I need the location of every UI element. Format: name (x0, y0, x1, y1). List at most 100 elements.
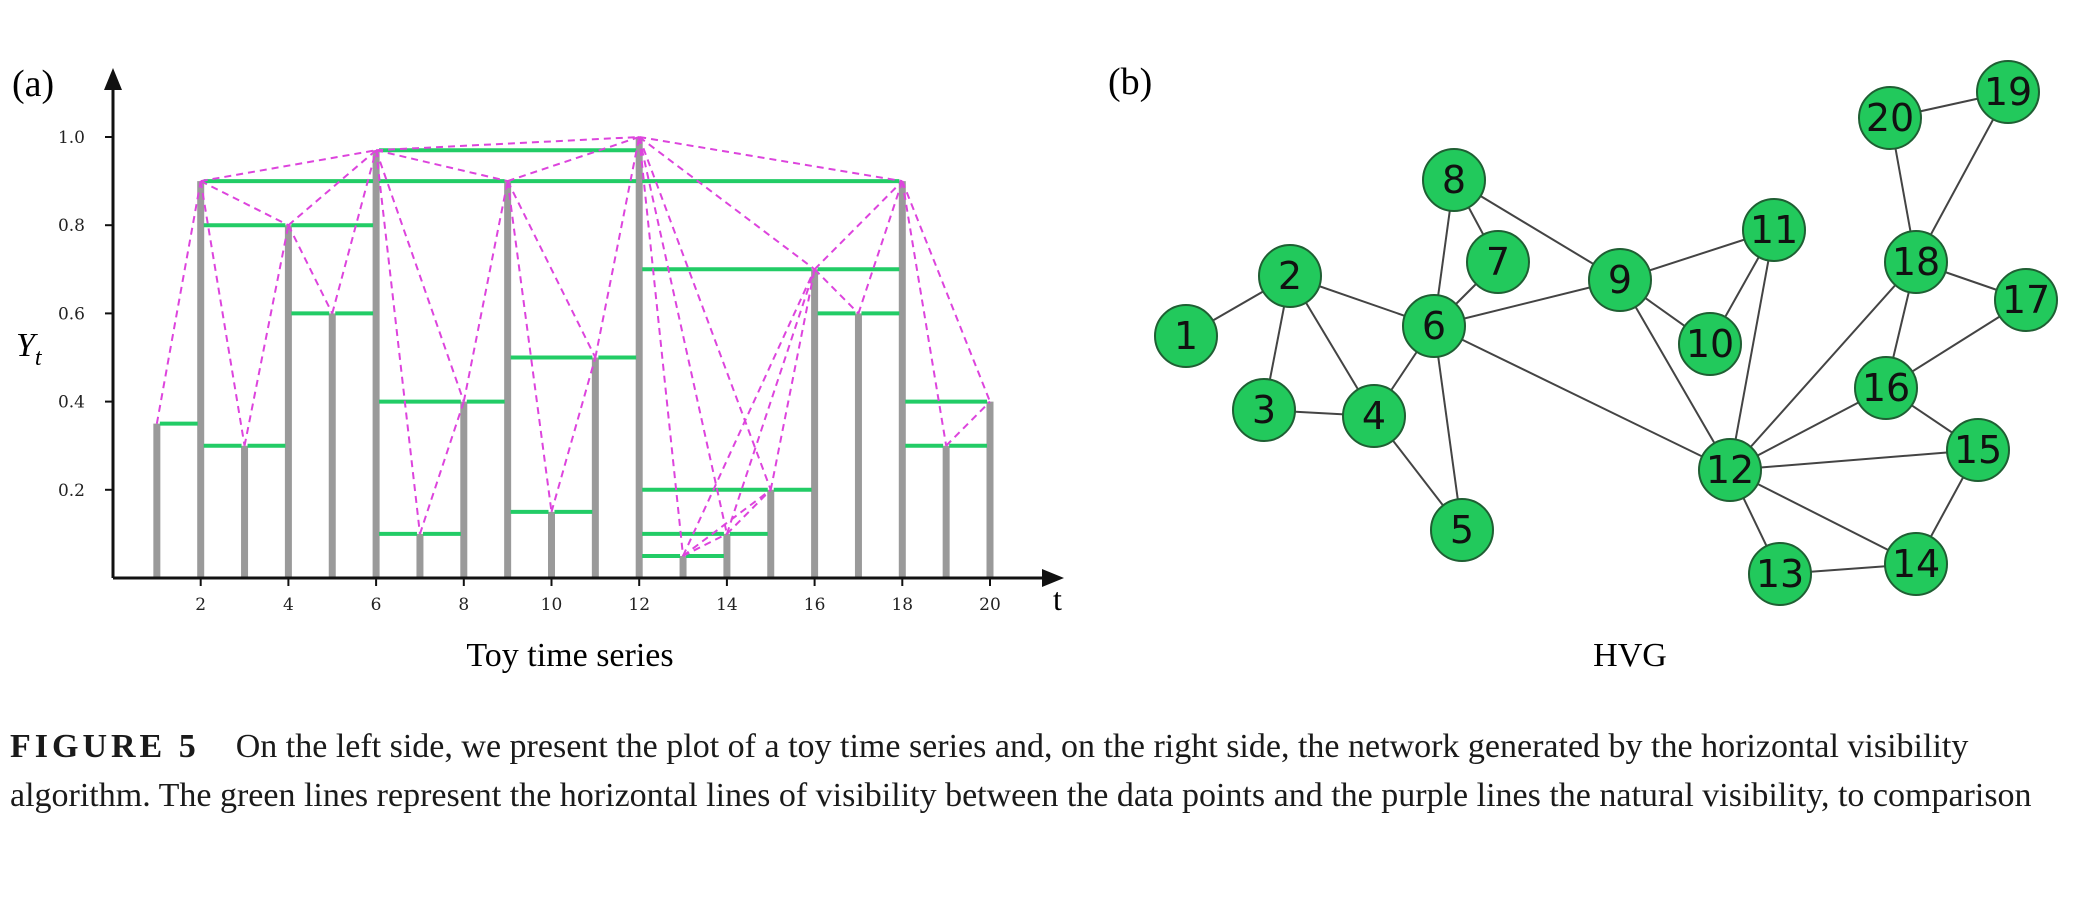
node-circle (1258, 244, 1322, 308)
network-edge-11-12 (1729, 229, 1775, 471)
nvg-line-9-10 (506, 180, 553, 512)
node-label: 17 (2002, 278, 2050, 322)
network-edge-12-14 (1729, 469, 1917, 565)
network-node-8: 8 (1422, 148, 1486, 212)
nvg-line-17-18 (857, 180, 904, 314)
y-axis-label: Yt (16, 327, 43, 371)
network-node-1: 1 (1154, 304, 1218, 368)
network-node-4: 4 (1342, 384, 1406, 448)
nvg-line-16-17 (813, 268, 860, 315)
nvg-line-6-12 (376, 136, 640, 152)
panel-a-caption: Toy time series (466, 637, 673, 674)
nvg-line-12-13 (638, 136, 685, 557)
network-node-18: 18 (1884, 230, 1948, 294)
nvg-line-15-16 (769, 269, 816, 490)
network-node-7: 7 (1466, 230, 1530, 294)
y-tick-label: 0.4 (58, 393, 85, 413)
node-label: 19 (1984, 70, 2032, 114)
node-circle (1742, 198, 1806, 262)
nvg-line-12-16 (638, 136, 816, 271)
x-tick-label: 4 (283, 595, 294, 615)
figure-5: (a) 2 4 6 8 10 12 14 16 18 200.20.40.60.81.0 t Yt… (12, 60, 2058, 674)
x-tick-label: 10 (541, 595, 563, 615)
node-circle (1698, 438, 1762, 502)
node-circle (1232, 378, 1296, 442)
nvg-line-18-19 (901, 180, 948, 446)
network-node-15: 15 (1946, 418, 2010, 482)
nvg-line-13-16 (682, 268, 816, 557)
network-node-2: 2 (1258, 244, 1322, 308)
node-circle (1994, 268, 2058, 332)
x-axis-label: t (1053, 581, 1062, 617)
node-label: 2 (1278, 254, 1302, 298)
y-tick-label: 1.0 (58, 128, 85, 148)
node-label: 1 (1174, 314, 1198, 358)
network-edge-12-15 (1729, 449, 1979, 471)
x-tick-label: 18 (891, 595, 913, 615)
nvg-line-12-18 (639, 136, 903, 183)
network-node-13: 13 (1748, 542, 1812, 606)
network-edge-5-6 (1433, 325, 1463, 531)
node-label: 3 (1252, 388, 1276, 432)
nvg-line-14-16 (725, 268, 816, 535)
node-circle (1588, 248, 1652, 312)
network-node-19: 19 (1976, 60, 2040, 124)
node-label: 12 (1706, 448, 1754, 492)
panel-b-caption: HVG (1593, 637, 1667, 674)
network-edge-6-12 (1433, 325, 1731, 471)
nvg-line-5-6 (331, 149, 378, 314)
figure-caption-text: On the left side, we present the plot of… (10, 728, 2032, 814)
node-circle (1402, 294, 1466, 358)
node-label: 14 (1892, 542, 1940, 586)
nvg-line-9-11 (506, 180, 597, 358)
nvg-line-9-12 (507, 136, 640, 183)
network-node-3: 3 (1232, 378, 1296, 442)
x-tick-label: 14 (716, 595, 738, 615)
node-label: 16 (1862, 366, 1910, 410)
node-label: 11 (1750, 208, 1798, 252)
panel-a-chart: (a) 2 4 6 8 10 12 14 16 18 20 0.2 0.4 0.6 0.8 1.0 t Yt… (12, 63, 1064, 674)
node-label: 9 (1608, 258, 1632, 302)
nvg-line-4-5 (287, 224, 334, 314)
node-circle (1884, 532, 1948, 596)
nvg-line-6-7 (375, 150, 421, 535)
node-label: 20 (1866, 96, 1914, 140)
y-tick-label: 0.2 (58, 481, 85, 501)
node-label: 8 (1442, 158, 1466, 202)
node-label: 6 (1422, 304, 1446, 348)
figure-caption-label: FIGURE 5 (10, 728, 200, 765)
node-label: 18 (1892, 240, 1940, 284)
y-tick-label: 0.8 (58, 216, 85, 236)
network-node-9: 9 (1588, 248, 1652, 312)
network-node-11: 11 (1742, 198, 1806, 262)
node-circle (1884, 230, 1948, 294)
network-node-6: 6 (1402, 294, 1466, 358)
node-circle (1678, 312, 1742, 376)
nvg-line-19-20 (945, 400, 991, 447)
nvg-line-12-14 (638, 136, 728, 535)
nvg-line-1-2 (155, 180, 202, 424)
node-label: 5 (1450, 508, 1474, 552)
nvg-line-16-18 (813, 180, 904, 271)
network-edge-12-18 (1729, 261, 1917, 471)
node-circle (1858, 86, 1922, 150)
nvg-line-18-20 (901, 180, 991, 402)
network-edge-18-19 (1915, 91, 2009, 263)
y-axis-arrow (104, 68, 122, 90)
node-circle (1422, 148, 1486, 212)
y-tick-label: 0.6 (58, 304, 85, 324)
network-node-16: 16 (1854, 356, 1918, 420)
x-axis-arrow (1042, 569, 1064, 587)
nvg-line-4-6 (287, 149, 377, 226)
nvg-line-7-8 (419, 401, 465, 535)
nvg-line-10-11 (550, 357, 597, 513)
node-circle (1342, 384, 1406, 448)
network-node-10: 10 (1678, 312, 1742, 376)
network-node-5: 5 (1430, 498, 1494, 562)
node-label: 4 (1362, 394, 1386, 438)
node-label: 13 (1756, 552, 1804, 596)
node-circle (1854, 356, 1918, 420)
node-circle (1154, 304, 1218, 368)
network-node-20: 20 (1858, 86, 1922, 150)
